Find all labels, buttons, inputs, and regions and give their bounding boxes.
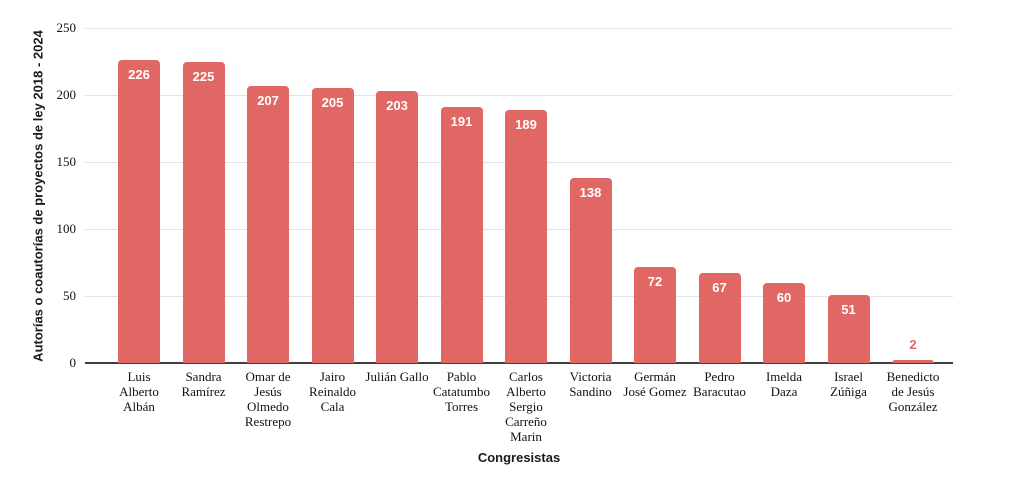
x-tick-label: Carlos Alberto Sergio Carreño Marin <box>505 369 547 444</box>
bar-value-label: 225 <box>192 68 215 84</box>
bar <box>376 90 418 363</box>
bar <box>118 60 160 363</box>
y-tick-label: 250 <box>56 20 77 35</box>
bar <box>892 360 934 363</box>
bar-value-label: 189 <box>515 116 537 132</box>
y-tick-label: 50 <box>63 288 76 303</box>
bar <box>569 178 612 363</box>
x-tick-label: Julián Gallo <box>365 369 429 384</box>
x-tick-label: Imelda Daza <box>765 369 803 399</box>
y-tick-label: 200 <box>56 87 77 102</box>
x-tick-label: Omar de Jesús Olmedo Restrepo <box>244 369 292 429</box>
gridline <box>85 95 953 96</box>
bar-value-label: 138 <box>579 185 602 201</box>
bar <box>827 294 870 363</box>
y-tick-label: 150 <box>56 154 77 169</box>
bar-value-label: 191 <box>450 114 473 130</box>
x-tick-label: Germán José Gomez <box>623 369 687 399</box>
bar-value-label: 2 <box>909 337 917 353</box>
bar-value-label: 60 <box>776 289 792 305</box>
bar <box>182 61 225 363</box>
x-axis-title: Congresistas <box>477 450 561 465</box>
bar-value-label: 226 <box>128 67 150 83</box>
bar-value-label: 205 <box>321 95 344 111</box>
x-tick-label: Pedro Baracutao <box>693 369 746 399</box>
bar-value-label: 72 <box>647 273 663 289</box>
x-tick-label: Pablo Catatumbo Torres <box>432 369 491 414</box>
x-tick-label: Jairo Reinaldo Cala <box>309 369 356 414</box>
bar-value-label: 67 <box>712 280 727 296</box>
x-tick-label: Luis Alberto Albán <box>119 369 159 414</box>
x-tick-label: Israel Zúñiga <box>830 369 867 399</box>
x-tick-label: Victoria Sandino <box>569 369 612 399</box>
y-tick-label: 100 <box>56 221 77 236</box>
y-axis-title: Autorías o coautorías de proyectos de le… <box>30 30 46 362</box>
gridline <box>85 28 953 29</box>
bar <box>698 273 741 363</box>
bar <box>763 282 805 363</box>
bar <box>634 266 676 363</box>
bar <box>247 85 289 363</box>
bar <box>311 88 354 363</box>
y-tick-label: 0 <box>69 355 77 370</box>
x-tick-label: Benedicto de Jesús González <box>886 369 940 414</box>
bar-value-label: 203 <box>386 97 408 113</box>
bar-value-label: 207 <box>257 92 279 108</box>
x-axis-baseline <box>85 362 953 364</box>
bar <box>505 109 547 363</box>
x-tick-label: Sandra Ramírez <box>181 369 226 399</box>
bar <box>440 107 483 363</box>
bar-value-label: 51 <box>841 301 856 317</box>
